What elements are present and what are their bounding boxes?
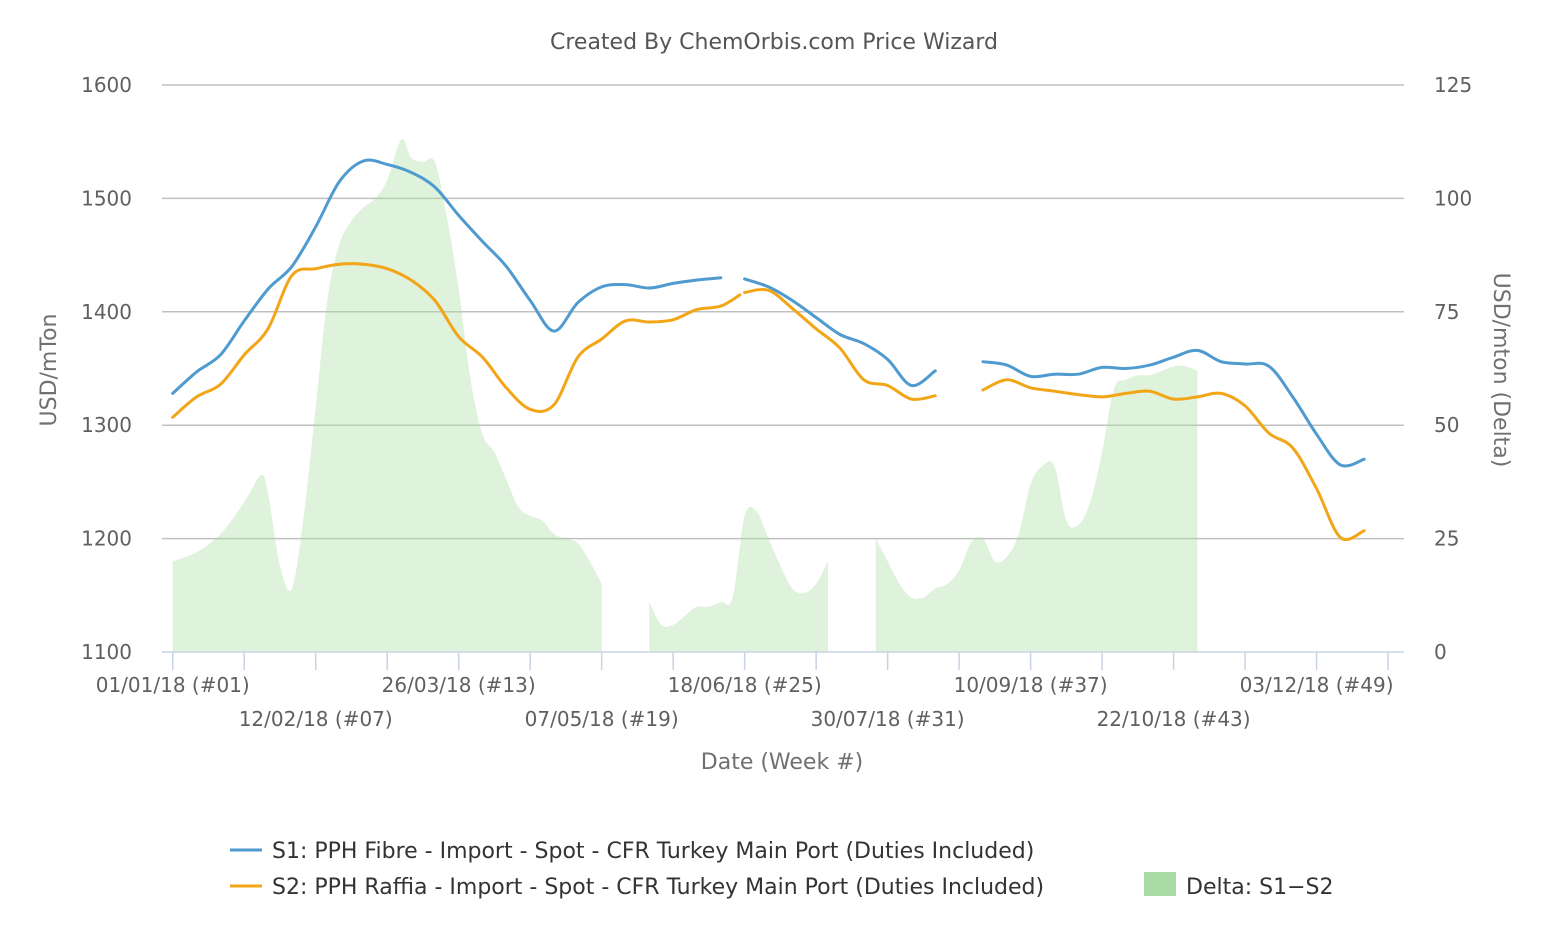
y-right-tick-label: 0 bbox=[1434, 640, 1447, 664]
y-right-tick-label: 50 bbox=[1434, 413, 1459, 437]
x-tick-label: 03/12/18 (#49) bbox=[1240, 673, 1394, 697]
axes: 1100 1200 1300 1400 1500 1600 0 25 50 75 100 125 01/… bbox=[81, 73, 1472, 731]
s1-line-segment bbox=[981, 348, 1366, 468]
x-tick-label: 22/10/18 (#43) bbox=[1097, 707, 1251, 731]
legend[interactable]: S1: PPH Fibre - Import - Spot - CFR Turk… bbox=[230, 839, 1333, 900]
s1-line-segment bbox=[743, 277, 937, 388]
legend-label-delta: Delta: S1−S2 bbox=[1186, 875, 1333, 900]
legend-item-s1[interactable]: S1: PPH Fibre - Import - Spot - CFR Turk… bbox=[230, 839, 1034, 864]
y-right-tick-label: 125 bbox=[1434, 73, 1472, 97]
x-tick-label: 18/06/18 (#25) bbox=[668, 673, 822, 697]
delta-area-layer bbox=[172, 138, 1198, 652]
y-left-tick-label: 1200 bbox=[81, 527, 132, 551]
y-left-tick-label: 1300 bbox=[81, 413, 132, 437]
y-left-tick-label: 1400 bbox=[81, 300, 132, 324]
x-tick-label: 26/03/18 (#13) bbox=[382, 673, 536, 697]
x-tick-label: 12/02/18 (#07) bbox=[239, 707, 393, 731]
x-tick-label: 30/07/18 (#31) bbox=[811, 707, 965, 731]
legend-item-s2[interactable]: S2: PPH Raffia - Import - Spot - CFR Tur… bbox=[230, 875, 1044, 900]
s2-line-segment bbox=[743, 287, 937, 401]
delta-area-segment bbox=[875, 365, 1198, 652]
s2-line-segment bbox=[171, 262, 742, 419]
legend-label-s1: S1: PPH Fibre - Import - Spot - CFR Turk… bbox=[272, 839, 1034, 864]
y-left-tick-label: 1500 bbox=[81, 186, 132, 210]
s2-line-segment bbox=[981, 378, 1366, 542]
legend-item-delta[interactable]: Delta: S1−S2 bbox=[1144, 872, 1333, 900]
s1-line-segment bbox=[171, 158, 723, 395]
x-tick-label: 07/05/18 (#19) bbox=[525, 707, 679, 731]
x-tick-label: 10/09/18 (#37) bbox=[954, 673, 1108, 697]
gridlines bbox=[162, 84, 1404, 540]
y-right-tick-label: 25 bbox=[1434, 527, 1459, 551]
x-tick-label: 01/01/18 (#01) bbox=[96, 673, 250, 697]
y-axis-right-title: USD/mton (Delta) bbox=[1488, 273, 1513, 468]
y-left-tick-label: 1600 bbox=[81, 73, 132, 97]
y-right-tick-label: 100 bbox=[1434, 186, 1472, 210]
delta-area-segment bbox=[172, 138, 602, 652]
chart-title: Created By ChemOrbis.com Price Wizard bbox=[550, 30, 998, 55]
y-left-tick-label: 1100 bbox=[81, 640, 132, 664]
legend-label-s2: S2: PPH Raffia - Import - Spot - CFR Tur… bbox=[272, 875, 1044, 900]
y-right-tick-label: 75 bbox=[1434, 300, 1459, 324]
price-lines-layer bbox=[171, 158, 1366, 542]
legend-swatch-delta bbox=[1144, 872, 1176, 896]
y-axis-left-title: USD/mTon bbox=[37, 314, 62, 427]
delta-area-segment bbox=[649, 506, 828, 652]
x-axis-title: Date (Week #) bbox=[701, 750, 863, 775]
